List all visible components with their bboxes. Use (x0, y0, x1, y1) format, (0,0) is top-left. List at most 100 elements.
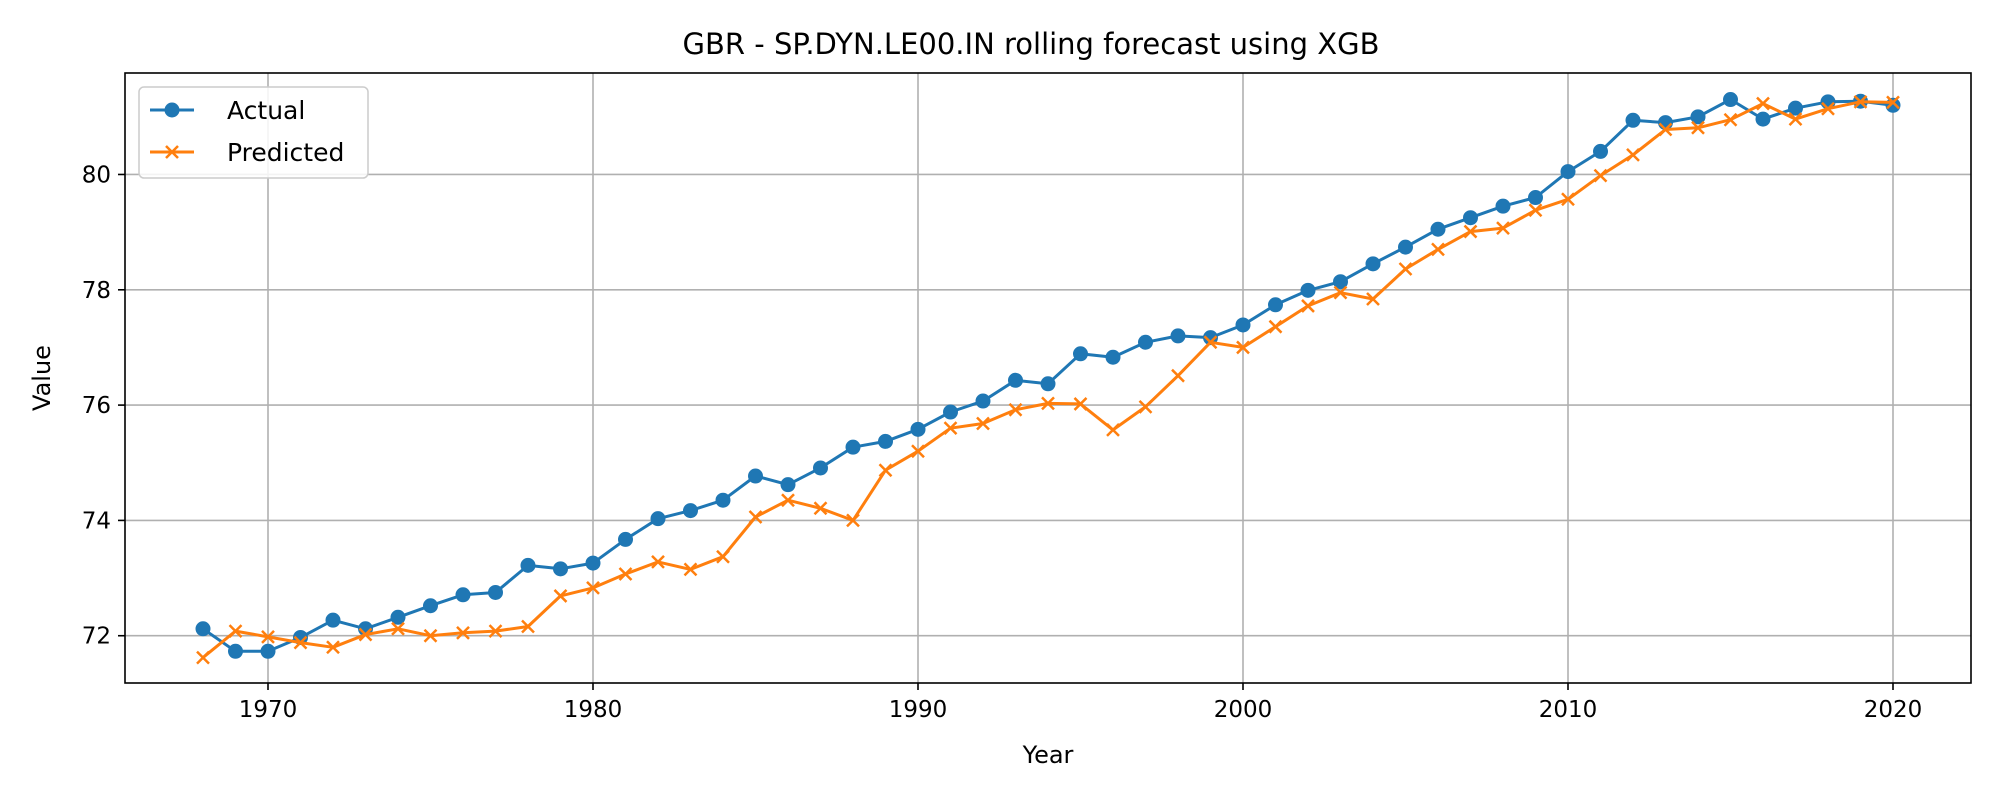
data-point-predicted (1821, 101, 1835, 116)
data-point-actual (1235, 317, 1251, 333)
data-point-predicted (423, 628, 438, 643)
data-point-predicted (261, 629, 275, 644)
x-tick-label: 1990 (889, 697, 948, 723)
data-point-actual (910, 421, 926, 437)
data-point-actual (390, 609, 406, 625)
y-tick-label: 80 (82, 162, 111, 188)
data-point-predicted (1138, 399, 1153, 414)
data-point-predicted (943, 421, 958, 436)
data-point-predicted (1301, 299, 1315, 313)
data-point-predicted (813, 501, 828, 516)
data-point-predicted (1723, 112, 1738, 127)
legend: Actual Predicted (138, 86, 369, 179)
data-point-actual (1723, 92, 1738, 108)
data-point-predicted (716, 549, 730, 564)
data-point-predicted (1106, 423, 1120, 437)
data-point-actual (943, 404, 958, 420)
data-point-predicted (1593, 168, 1608, 183)
data-point-predicted (1008, 402, 1023, 417)
data-point-actual (423, 598, 438, 614)
y-tick-label: 72 (82, 624, 111, 650)
data-point-actual (1560, 164, 1576, 180)
legend-actual-label: Actual (227, 96, 305, 125)
data-point-actual (553, 561, 568, 577)
x-tick-label: 1980 (564, 697, 623, 723)
data-point-actual (1105, 349, 1121, 365)
data-point-predicted (618, 567, 633, 581)
data-point-predicted (683, 562, 698, 577)
data-point-actual (488, 584, 503, 600)
legend-box (138, 86, 369, 179)
data-point-actual (748, 468, 763, 484)
data-point-predicted (1333, 285, 1348, 300)
data-point-predicted (1268, 319, 1283, 334)
data-point-actual (845, 439, 861, 455)
data-point-predicted (1626, 147, 1640, 162)
data-point-predicted (1041, 396, 1055, 411)
data-point-actual (1788, 100, 1803, 116)
data-point-actual (878, 433, 893, 449)
data-point-actual (1885, 97, 1901, 113)
data-point-actual (1398, 239, 1413, 255)
data-point-actual (325, 612, 341, 628)
data-point-predicted (1171, 368, 1185, 383)
data-point-actual (650, 511, 666, 527)
data-point-predicted (293, 635, 308, 650)
data-point-actual (1333, 274, 1348, 290)
data-point-predicted (1463, 224, 1478, 239)
data-point-predicted (1886, 95, 1900, 110)
data-point-actual (1040, 376, 1056, 392)
series-line-actual (202, 98, 1894, 653)
data-point-actual (1430, 221, 1446, 237)
y-tick-label: 74 (82, 508, 111, 534)
data-point-actual (585, 555, 601, 571)
series-layer (195, 92, 1901, 665)
data-point-predicted (1431, 242, 1445, 257)
data-point-actual (228, 643, 243, 659)
data-point-predicted (1756, 96, 1770, 111)
data-point-predicted (228, 624, 243, 638)
data-point-predicted (1073, 397, 1088, 411)
data-point-predicted (748, 510, 763, 524)
data-point-predicted (1528, 203, 1543, 218)
data-point-actual (683, 503, 698, 519)
data-point-predicted (1203, 335, 1218, 350)
data-point-predicted (1561, 192, 1575, 207)
data-point-predicted (391, 621, 405, 636)
data-point-actual (813, 460, 828, 476)
data-point-actual (1170, 328, 1186, 344)
legend-predicted-label: Predicted (227, 138, 344, 167)
data-point-actual (1365, 256, 1381, 272)
data-point-actual (260, 643, 276, 659)
x-tick-label: 2020 (1864, 697, 1923, 723)
data-point-actual (1755, 111, 1771, 127)
legend-actual-marker (164, 102, 180, 118)
x-tick-label: 1970 (239, 697, 298, 723)
chart-title: GBR - SP.DYN.LE00.IN rolling forecast us… (683, 27, 1380, 61)
data-point-predicted (1691, 120, 1705, 135)
data-point-predicted (521, 619, 535, 634)
data-point-predicted (326, 640, 340, 655)
data-point-actual (715, 492, 731, 508)
x-axis-ticks: 1970 1980 1990 2000 2010 2020 (239, 683, 1923, 723)
data-point-predicted (1236, 340, 1250, 355)
data-point-actual (1495, 198, 1511, 214)
plot-frame (124, 72, 1972, 684)
data-point-predicted (878, 463, 893, 478)
series-predicted (196, 94, 1900, 665)
data-point-predicted (1366, 292, 1380, 306)
data-point-actual (1593, 143, 1608, 159)
data-point-predicted (1658, 122, 1673, 137)
legend-predicted-marker (165, 145, 179, 159)
data-point-actual (1268, 297, 1283, 313)
data-point-predicted (1853, 94, 1868, 109)
data-point-predicted (976, 416, 990, 431)
data-point-actual (780, 477, 796, 493)
data-point-actual (1463, 210, 1478, 226)
data-point-actual (1008, 372, 1023, 388)
series-actual (195, 92, 1901, 659)
data-point-predicted (651, 555, 665, 569)
data-point-predicted (553, 589, 568, 603)
data-point-actual (455, 587, 471, 603)
